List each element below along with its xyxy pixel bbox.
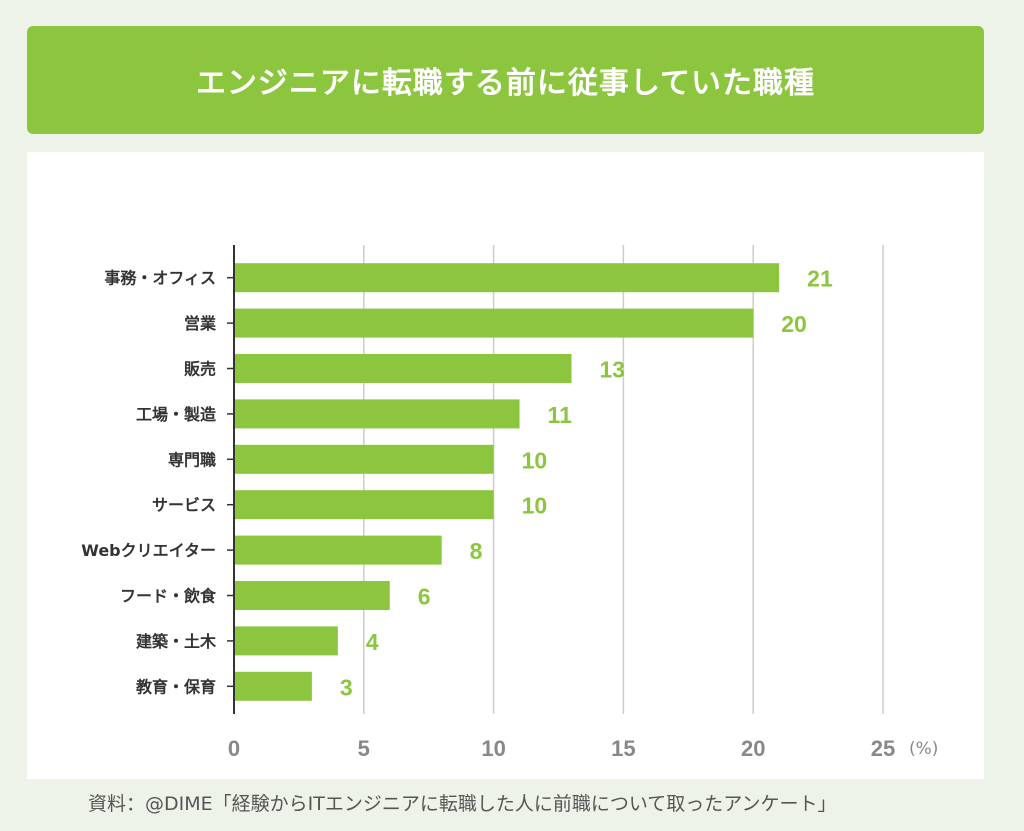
x-tick-label: 20 <box>741 736 765 761</box>
bar <box>234 399 520 429</box>
category-label: 営業 <box>184 314 217 333</box>
category-label: Webクリエイター <box>81 541 216 560</box>
value-label: 13 <box>599 357 625 383</box>
category-label: 事務・オフィス <box>104 269 216 288</box>
value-label: 4 <box>366 629 379 655</box>
unit-label: (%) <box>909 739 938 759</box>
x-tick-label: 10 <box>481 736 505 761</box>
value-label: 21 <box>807 266 833 292</box>
value-label: 11 <box>548 402 573 428</box>
title-banner: エンジニアに転職する前に従事していた職種 <box>27 26 984 134</box>
x-tick-label: 5 <box>358 736 370 761</box>
bar <box>234 263 780 293</box>
value-label: 10 <box>522 493 548 519</box>
category-label: 工場・製造 <box>136 405 217 424</box>
x-tick-label: 15 <box>611 736 635 761</box>
x-tick-label: 0 <box>228 736 240 761</box>
bar <box>234 535 442 565</box>
chart-title: エンジニアに転職する前に従事していた職種 <box>195 66 816 101</box>
category-label: 専門職 <box>168 450 216 469</box>
value-label: 3 <box>340 674 353 700</box>
bar <box>234 444 494 474</box>
value-label: 8 <box>470 538 483 564</box>
bar <box>234 671 312 701</box>
chart-panel <box>27 152 984 779</box>
category-label: 教育・保育 <box>136 677 216 696</box>
x-tick-label: 25 <box>871 736 895 761</box>
value-label: 10 <box>522 447 548 473</box>
bar <box>234 626 338 656</box>
bar <box>234 581 390 610</box>
source-note: 資料：@DIME「経験からITエンジニアに転職した人に前職について取ったアンケー… <box>88 793 837 815</box>
bar <box>234 490 494 520</box>
category-label: 建築・土木 <box>136 632 217 651</box>
bar <box>234 354 572 383</box>
category-label: サービス <box>152 496 216 515</box>
bar <box>234 308 754 338</box>
bar-chart: 事務・オフィス 21 営業 20 販売 13 工場・製造 11 専門職 10 サービス 10 Webクリ… <box>81 245 938 761</box>
value-label: 20 <box>781 311 807 337</box>
category-label: 販売 <box>184 360 216 379</box>
category-label: フード・飲食 <box>120 587 217 606</box>
value-label: 6 <box>418 584 431 610</box>
